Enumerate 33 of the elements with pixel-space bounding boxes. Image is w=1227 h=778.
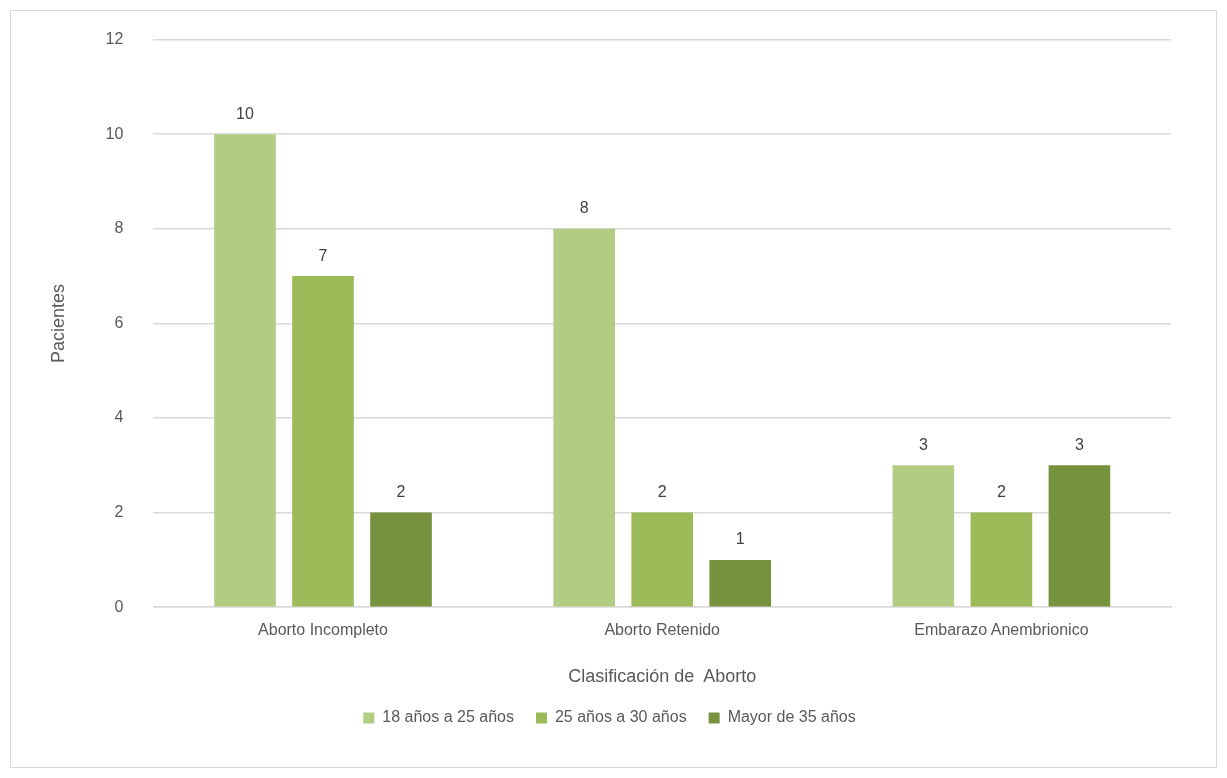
bar [892, 465, 955, 607]
bar [1048, 465, 1111, 607]
bar [631, 512, 694, 607]
bar [970, 512, 1033, 607]
data-label: 3 [918, 435, 928, 453]
y-tick-label: 12 [105, 30, 124, 48]
bar [370, 512, 432, 607]
y-tick-label: 8 [114, 219, 124, 237]
bar [214, 134, 276, 607]
bar [553, 228, 615, 607]
data-label: 2 [396, 483, 406, 501]
legend-label: 25 años a 30 años [554, 708, 687, 726]
data-label: 10 [236, 104, 254, 122]
y-tick-label: 2 [114, 503, 124, 521]
x-tick-label: Aborto Retenido [604, 621, 721, 639]
data-label: 7 [318, 246, 328, 264]
bar [292, 276, 354, 607]
data-label: 2 [996, 483, 1006, 501]
data-label: 1 [735, 530, 745, 548]
x-tick-label: Embarazo Anembrionico [914, 621, 1089, 639]
data-label: 3 [1074, 435, 1084, 453]
legend-label: 18 años a 25 años [382, 708, 514, 726]
x-axis-title: Clasificación de Aborto [568, 666, 757, 687]
y-axis-title: Pacientes [47, 283, 68, 363]
legend-label: Mayor de 35 años [727, 708, 856, 726]
data-label: 8 [579, 199, 589, 217]
bar [709, 559, 772, 607]
y-tick-label: 0 [114, 597, 124, 615]
y-tick-label: 6 [114, 313, 124, 331]
data-label: 2 [657, 483, 667, 501]
y-tick-label: 4 [114, 408, 124, 426]
y-tick-label: 10 [105, 124, 124, 142]
x-tick-label: Aborto Incompleto [258, 621, 389, 639]
